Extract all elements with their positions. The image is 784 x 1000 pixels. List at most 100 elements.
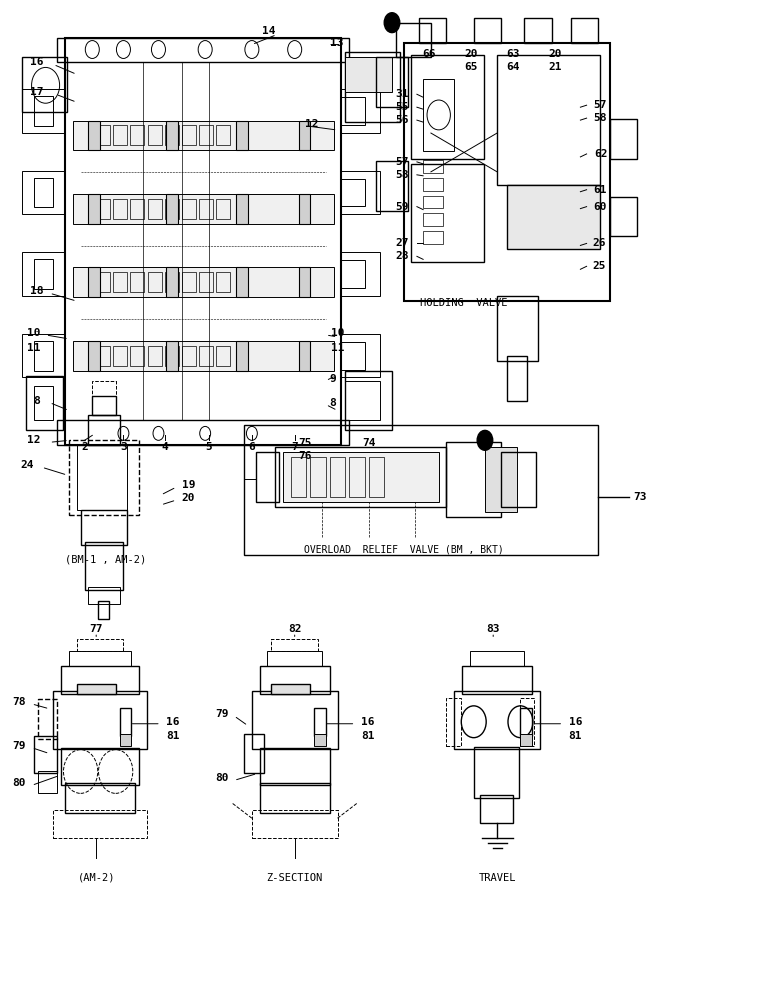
- Text: 20: 20: [465, 49, 478, 59]
- Text: 8: 8: [330, 398, 336, 408]
- Bar: [244, 425, 598, 555]
- Text: 75: 75: [299, 438, 312, 448]
- Bar: [65, 38, 341, 445]
- Bar: [93, 381, 116, 396]
- Bar: [423, 178, 443, 191]
- Bar: [423, 79, 454, 151]
- Bar: [182, 199, 196, 219]
- Bar: [165, 272, 179, 292]
- Text: 10: 10: [332, 328, 345, 338]
- Text: 77: 77: [89, 624, 103, 634]
- Bar: [485, 447, 517, 512]
- Bar: [610, 119, 637, 159]
- Bar: [147, 125, 162, 145]
- Bar: [252, 691, 337, 749]
- Bar: [521, 734, 532, 746]
- Text: 19: 19: [182, 480, 195, 490]
- Bar: [119, 708, 131, 736]
- Bar: [314, 734, 326, 746]
- Bar: [53, 810, 147, 838]
- Bar: [77, 684, 116, 694]
- Bar: [114, 125, 127, 145]
- Bar: [341, 260, 365, 288]
- Bar: [98, 601, 110, 619]
- Text: 20: 20: [549, 49, 562, 59]
- Bar: [341, 179, 365, 206]
- Text: 18: 18: [30, 286, 43, 296]
- Bar: [462, 666, 532, 694]
- Text: 21: 21: [549, 62, 562, 72]
- Bar: [182, 346, 196, 366]
- Text: 59: 59: [396, 202, 409, 212]
- Bar: [256, 452, 279, 502]
- Text: 27: 27: [396, 238, 409, 248]
- Bar: [34, 386, 53, 420]
- Bar: [34, 341, 53, 371]
- Bar: [96, 125, 111, 145]
- Bar: [96, 346, 111, 366]
- Text: 4: 4: [162, 442, 168, 452]
- Text: 60: 60: [593, 202, 606, 212]
- Bar: [22, 57, 67, 112]
- Bar: [119, 734, 131, 746]
- Bar: [368, 457, 384, 497]
- Bar: [412, 55, 484, 159]
- Bar: [474, 18, 501, 43]
- Bar: [271, 684, 310, 694]
- Bar: [65, 783, 135, 813]
- Text: 17: 17: [30, 87, 43, 97]
- Bar: [165, 199, 179, 219]
- Text: 81: 81: [568, 731, 583, 741]
- Text: 14: 14: [263, 26, 276, 36]
- Text: 61: 61: [593, 185, 606, 195]
- Bar: [22, 252, 65, 296]
- Bar: [216, 125, 230, 145]
- Bar: [506, 356, 528, 401]
- Bar: [330, 457, 345, 497]
- Text: 3: 3: [120, 442, 127, 452]
- Text: 78: 78: [13, 697, 26, 707]
- Bar: [130, 125, 144, 145]
- Bar: [38, 699, 57, 739]
- Text: 10: 10: [27, 328, 40, 338]
- Bar: [96, 199, 111, 219]
- Text: 83: 83: [486, 624, 500, 634]
- Bar: [376, 57, 408, 107]
- Bar: [166, 121, 178, 150]
- Text: 16: 16: [30, 57, 43, 67]
- Bar: [521, 708, 532, 736]
- Bar: [345, 57, 392, 92]
- Bar: [480, 795, 513, 823]
- Bar: [571, 18, 598, 43]
- Bar: [166, 341, 178, 371]
- Bar: [26, 376, 64, 430]
- Bar: [236, 341, 248, 371]
- Bar: [57, 38, 349, 62]
- Bar: [199, 272, 213, 292]
- Bar: [404, 43, 610, 301]
- Text: 74: 74: [362, 438, 376, 448]
- Text: 82: 82: [288, 624, 301, 634]
- Text: 63: 63: [506, 49, 520, 59]
- Text: 16: 16: [361, 717, 375, 727]
- Bar: [130, 199, 144, 219]
- Text: 2: 2: [81, 442, 88, 452]
- Bar: [182, 272, 196, 292]
- Bar: [89, 341, 100, 371]
- Bar: [376, 161, 408, 211]
- Bar: [216, 346, 230, 366]
- Bar: [501, 452, 536, 507]
- Text: 66: 66: [422, 49, 435, 59]
- Bar: [423, 196, 443, 208]
- Text: 64: 64: [506, 62, 520, 72]
- Bar: [77, 445, 127, 510]
- Bar: [93, 396, 116, 415]
- Text: 81: 81: [166, 731, 180, 741]
- Bar: [341, 252, 380, 296]
- Text: (AM-2): (AM-2): [78, 873, 115, 883]
- Bar: [299, 194, 310, 224]
- Bar: [299, 267, 310, 297]
- Bar: [271, 639, 318, 651]
- Bar: [34, 178, 53, 207]
- Text: 80: 80: [13, 778, 26, 788]
